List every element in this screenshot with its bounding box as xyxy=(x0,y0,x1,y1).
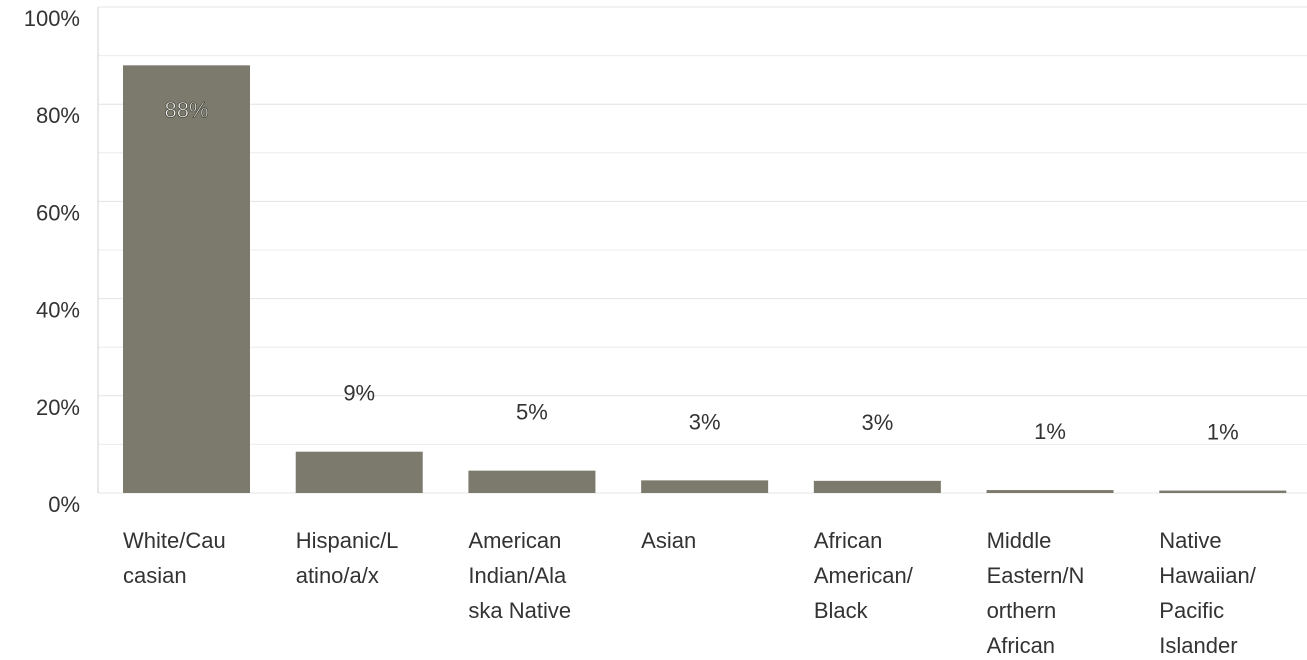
x-tick-label: Asian xyxy=(641,528,696,553)
x-tick-label: American Indian/Ala ska Native xyxy=(468,528,571,623)
bar xyxy=(641,480,769,493)
data-label: 1% xyxy=(1207,420,1239,445)
data-label: 3% xyxy=(689,409,721,434)
bar xyxy=(123,65,250,493)
x-tick-label: White/Cau casian xyxy=(123,528,226,588)
x-tick-label: Native Hawaiian/Pacific Islander xyxy=(1159,528,1256,658)
x-tick-label: Middle Eastern/N orthern African xyxy=(987,528,1085,658)
bar xyxy=(468,470,596,493)
data-label: 88% xyxy=(164,97,208,122)
y-tick-label: 60% xyxy=(36,200,80,225)
y-tick-label: 0% xyxy=(48,492,80,517)
y-tick-label: 20% xyxy=(36,395,80,420)
bar xyxy=(295,451,423,493)
y-tick-label: 40% xyxy=(36,298,80,323)
data-label: 3% xyxy=(861,410,893,435)
x-tick-label: Hispanic/L atino/a/x xyxy=(296,528,399,588)
y-tick-label: 100% xyxy=(24,6,80,31)
data-label: 9% xyxy=(343,381,375,406)
bar xyxy=(986,490,1114,493)
data-label: 5% xyxy=(516,400,548,425)
bar xyxy=(1159,490,1287,493)
bar xyxy=(813,480,941,493)
y-tick-label: 80% xyxy=(36,103,80,128)
data-label: 1% xyxy=(1034,419,1066,444)
x-tick-label: African American/Black xyxy=(814,528,914,623)
